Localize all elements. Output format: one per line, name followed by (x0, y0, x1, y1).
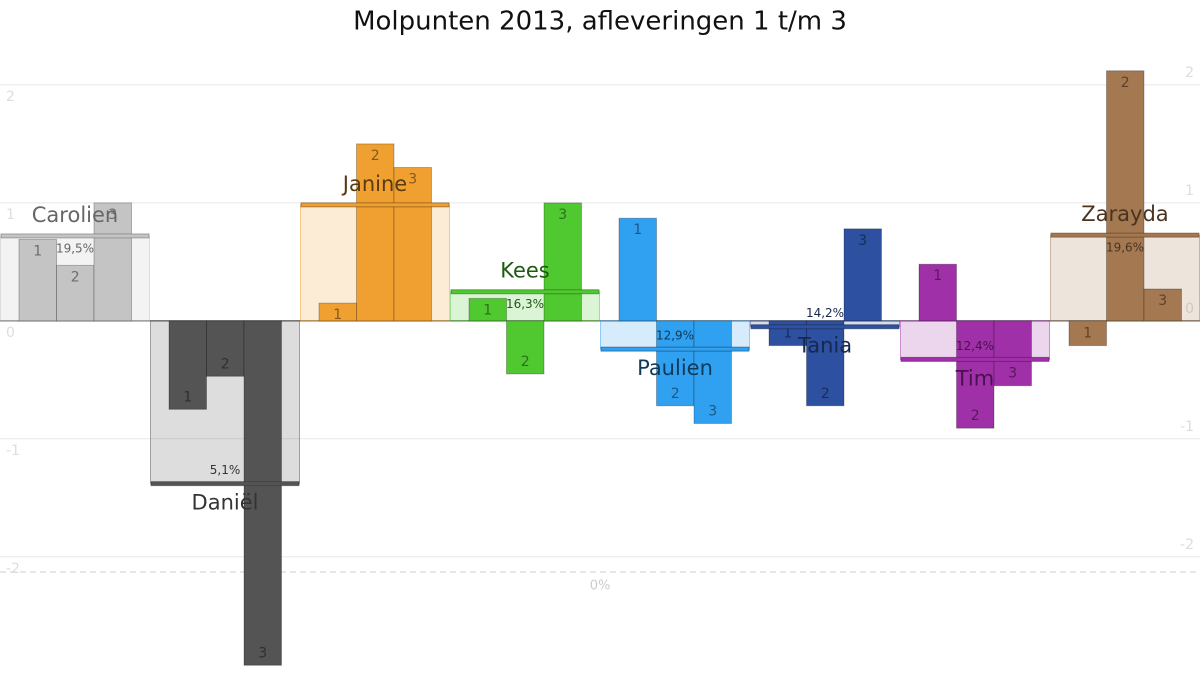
y-tick-label: -1 (6, 443, 20, 459)
series-name: Daniël (192, 491, 259, 515)
bar (618, 217, 657, 322)
average-line (1050, 232, 1200, 238)
bar-label: 2 (521, 354, 530, 370)
chart-title: Molpunten 2013, afleveringen 1 t/m 3 (353, 7, 847, 37)
bar-label: 2 (971, 408, 980, 424)
percent-label: 16,3% (506, 297, 544, 311)
bar (243, 320, 282, 666)
y2-tick-label: 2 (1185, 65, 1194, 81)
bar-label: 3 (558, 207, 567, 223)
bar-label: 2 (821, 386, 830, 402)
percent-label: 12,4% (956, 339, 994, 353)
series-name: Tim (955, 366, 994, 390)
bar-label: 3 (258, 645, 267, 661)
bar (1068, 320, 1107, 347)
bar (93, 202, 132, 322)
bar (1106, 70, 1145, 322)
series-name: Tania (797, 334, 852, 358)
average-line (0, 233, 150, 239)
bar-label: 1 (483, 302, 492, 318)
bar (356, 143, 395, 322)
bar (468, 297, 507, 322)
bar-label: 1 (183, 389, 192, 405)
y2-tick-label: 1 (1185, 183, 1194, 199)
bar-label: 3 (1158, 293, 1167, 309)
bar (393, 167, 432, 322)
percent-label: 19,6% (1106, 241, 1144, 255)
bar (993, 320, 1032, 387)
bar-label: 1 (783, 326, 792, 342)
y-tick-label: 0 (6, 325, 15, 341)
average-line (900, 356, 1050, 362)
series-name: Janine (341, 172, 407, 196)
bar-label: 2 (71, 269, 80, 285)
y-tick-label: 1 (6, 207, 15, 223)
bar-label: 3 (708, 403, 717, 419)
y2-tick-label: -1 (1180, 419, 1194, 435)
percent-label: 19,5% (56, 241, 94, 255)
bar-label: 2 (221, 356, 230, 372)
bar (843, 228, 882, 322)
bar (543, 202, 582, 322)
bar (168, 320, 207, 410)
percent-label: 14,2% (806, 306, 844, 320)
bar-label: 2 (371, 148, 380, 164)
bar-label: 3 (408, 172, 417, 188)
bar (806, 320, 845, 407)
bar-label: 1 (633, 222, 642, 238)
bar (1143, 288, 1182, 322)
bar-label: 1 (33, 243, 42, 259)
bar-label: 3 (1008, 366, 1017, 382)
bar (18, 238, 57, 322)
percent-label: 12,9% (656, 329, 694, 343)
bar (206, 320, 245, 377)
bar-label: 3 (108, 207, 117, 223)
y2-tick-label: -2 (1180, 537, 1194, 553)
y2-tick-label: 0 (1185, 301, 1194, 317)
average-line (300, 202, 450, 208)
bar-label: 2 (1121, 75, 1130, 91)
y-tick-label: -2 (6, 561, 20, 577)
bar-label: 2 (671, 386, 680, 402)
bar (693, 320, 732, 424)
bar (56, 264, 95, 322)
bar (656, 320, 695, 407)
percent-label: 5,1% (210, 463, 241, 477)
series-name: Carolien (32, 203, 118, 227)
bar-label: 3 (858, 233, 867, 249)
series-name: Kees (500, 259, 550, 283)
bar-label: 1 (1083, 326, 1092, 342)
annotation: 0% (590, 579, 611, 594)
average-line (750, 324, 900, 330)
average-line (450, 289, 600, 295)
bar (506, 320, 545, 375)
bar (918, 263, 957, 322)
bar-label: 1 (933, 268, 942, 284)
average-line (600, 346, 750, 352)
series-name: Zarayda (1081, 202, 1168, 226)
series-name: Paulien (637, 356, 713, 380)
bar-label: 1 (333, 307, 342, 323)
y-tick-label: 2 (6, 89, 15, 105)
average-line (150, 481, 300, 487)
